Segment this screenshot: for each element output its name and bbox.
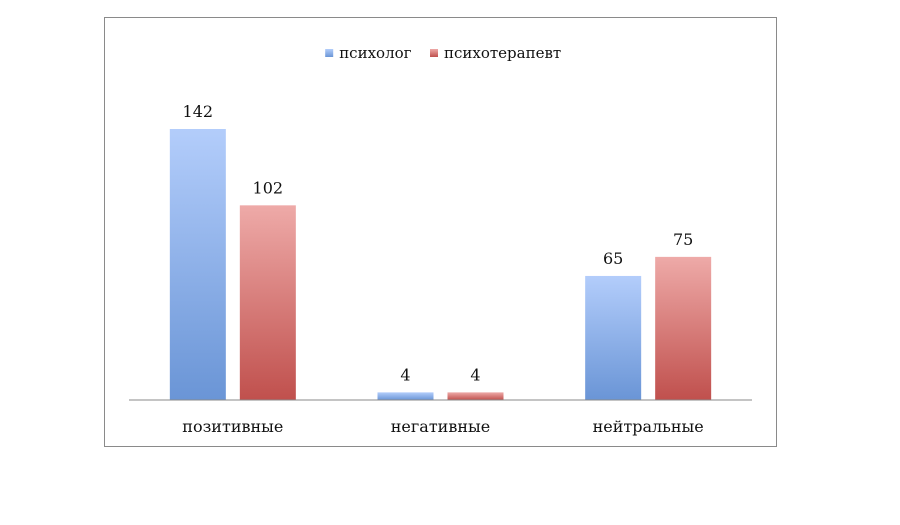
x-tick-label: позитивные (182, 417, 283, 436)
data-label: 4 (400, 365, 410, 384)
legend-swatch (325, 49, 334, 57)
bar-психолог-негативные (377, 392, 434, 400)
bar-психолог-позитивные (169, 129, 226, 400)
x-tick-label: нейтральные (593, 417, 704, 436)
data-label: 4 (470, 365, 480, 384)
bar-психотерапевт-позитивные (239, 205, 296, 400)
bar-психотерапевт-негативные (447, 392, 504, 400)
data-label: 102 (253, 178, 284, 197)
x-axis-tick-labels: позитивные негативные нейтральные (182, 417, 703, 436)
bars (169, 129, 712, 400)
data-label: 142 (183, 102, 214, 121)
bar-психотерапевт-нейтральные (655, 256, 712, 400)
bar-психолог-нейтральные (585, 275, 642, 400)
x-tick-label: негативные (391, 417, 490, 436)
legend-label: психотерапевт (444, 44, 561, 62)
legend: психолог психотерапевт (325, 44, 561, 62)
data-label: 75 (673, 230, 693, 249)
data-labels: 142 102 4 4 65 75 (183, 102, 694, 384)
legend-swatch (430, 49, 438, 57)
legend-label: психолог (339, 44, 411, 62)
data-label: 65 (603, 249, 623, 268)
